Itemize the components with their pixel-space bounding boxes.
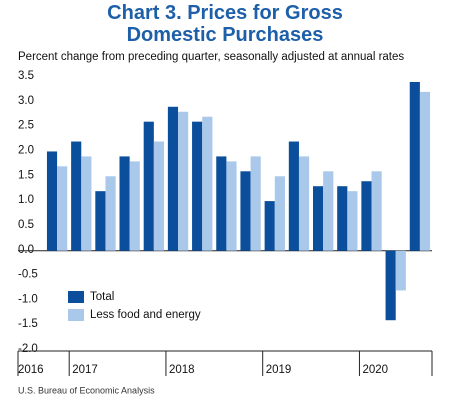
bar — [240, 171, 251, 251]
y-tick-label: 2.5 — [18, 120, 34, 132]
bar — [274, 176, 285, 251]
x-tick-label: 2018 — [169, 364, 195, 376]
bar — [178, 111, 189, 251]
x-tick-label: 2017 — [72, 364, 98, 376]
y-tick-label: 1.0 — [18, 194, 34, 206]
bar — [385, 250, 396, 321]
bar — [167, 106, 179, 251]
chart-subtitle: Percent change from preceding quarter, s… — [18, 51, 404, 63]
chart-title: Chart 3. Prices for Gross Domestic Purch… — [107, 2, 343, 46]
legend-label: Less food and energy — [90, 309, 201, 321]
y-tick-label: 0.5 — [18, 219, 34, 231]
y-tick-label: -2.0 — [18, 343, 38, 355]
x-tick-label: 2020 — [362, 364, 388, 376]
bar — [153, 141, 165, 251]
y-tick-label: 3.0 — [18, 95, 34, 107]
bar — [298, 156, 310, 251]
y-tick-label: -1.0 — [18, 293, 38, 305]
y-tick-label: 2.0 — [18, 144, 34, 156]
y-tick-label: -1.5 — [18, 318, 38, 330]
bar — [288, 141, 299, 251]
bar — [347, 191, 358, 251]
legend-label: Total — [90, 291, 114, 303]
bar — [119, 156, 130, 251]
bar — [250, 156, 261, 251]
bar — [105, 176, 116, 251]
bar — [57, 166, 68, 251]
bar — [95, 191, 106, 251]
y-tick-label: 3.5 — [18, 70, 34, 82]
y-tick-label: 0.0 — [18, 244, 34, 256]
bar — [323, 171, 334, 251]
bar — [409, 81, 420, 251]
y-tick-label: 1.5 — [18, 169, 34, 181]
bar — [337, 186, 348, 251]
source: U.S. Bureau of Economic Analysis — [18, 385, 155, 395]
bar — [81, 156, 92, 251]
bar — [395, 250, 406, 291]
bar — [264, 201, 275, 251]
bar — [46, 151, 58, 251]
bar — [192, 121, 203, 251]
x-tick-label: 2019 — [266, 364, 292, 376]
bar — [226, 161, 237, 251]
bar — [129, 161, 140, 251]
x-tick-label: 2016 — [18, 364, 44, 376]
bar — [312, 186, 324, 251]
bar — [202, 116, 213, 251]
bar — [216, 156, 227, 251]
legend-swatch — [68, 309, 84, 321]
bar — [143, 121, 154, 251]
y-tick-label: -0.5 — [18, 269, 38, 281]
legend-swatch — [68, 291, 84, 303]
bar — [419, 91, 431, 251]
bar — [371, 171, 382, 251]
bar — [71, 141, 82, 251]
bar — [361, 181, 372, 251]
